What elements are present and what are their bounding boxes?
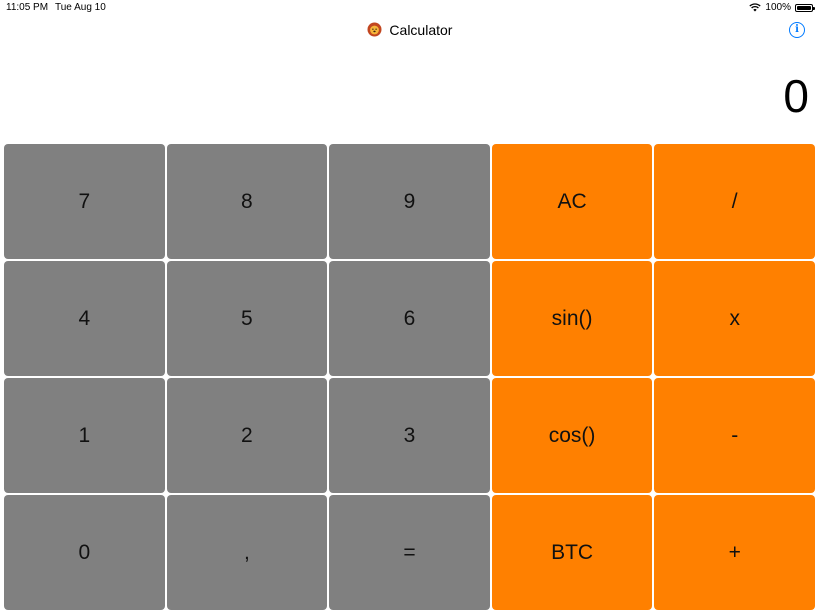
key-cos-button[interactable]: cos() (491, 378, 653, 493)
key-ac-button[interactable]: AC (491, 144, 653, 259)
battery-percentage: 100% (765, 2, 791, 13)
lion-emoji-icon (367, 22, 382, 37)
key-2-button[interactable]: 2 (166, 378, 328, 493)
nav-title-group: Calculator (0, 22, 819, 38)
key-1-button[interactable]: 1 (4, 378, 165, 493)
key-0-button[interactable]: 0 (4, 495, 165, 610)
key-4-button[interactable]: 4 (4, 261, 165, 376)
battery-icon (795, 3, 815, 12)
key-7-button[interactable]: 7 (4, 144, 165, 259)
key-btc-button[interactable]: BTC (491, 495, 653, 610)
key-sin-button[interactable]: sin() (491, 261, 653, 376)
key-comma-button[interactable]: , (166, 495, 328, 610)
status-date: Tue Aug 10 (55, 2, 106, 13)
key-add-button[interactable]: + (654, 495, 815, 610)
key-8-button[interactable]: 8 (166, 144, 328, 259)
key-multiply-button[interactable]: x (654, 261, 815, 376)
key-5-button[interactable]: 5 (166, 261, 328, 376)
key-divide-button[interactable]: / (654, 144, 815, 259)
battery-level-fill (797, 5, 811, 10)
info-icon[interactable]: i (789, 22, 805, 38)
key-6-button[interactable]: 6 (329, 261, 490, 376)
page-title: Calculator (389, 22, 453, 38)
key-subtract-button[interactable]: - (654, 378, 815, 493)
status-indicators: 100% (749, 2, 815, 13)
key-9-button[interactable]: 9 (329, 144, 490, 259)
keypad: 7 8 9 AC/ 4 5 6 sin() x 1 2 3 cos() - 0, = BTC + (4, 144, 815, 610)
status-bar: 11:05 PM Tue Aug 10 100% (0, 0, 819, 18)
navigation-bar: Calculator i (0, 18, 819, 46)
wifi-icon (749, 3, 762, 12)
status-time: 11:05 PM (6, 2, 49, 13)
key-equals-button[interactable]: = (329, 495, 490, 610)
calculator-display: 0 (783, 70, 809, 122)
key-3-button[interactable]: 3 (329, 378, 490, 493)
